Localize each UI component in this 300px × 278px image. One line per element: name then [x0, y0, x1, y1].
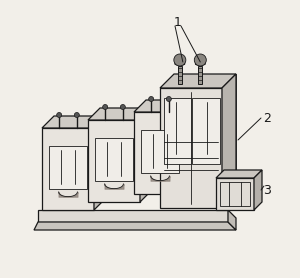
Polygon shape	[38, 210, 228, 222]
Polygon shape	[254, 170, 262, 210]
Polygon shape	[140, 108, 152, 202]
Polygon shape	[216, 170, 262, 178]
Bar	[95, 138, 133, 181]
Polygon shape	[196, 60, 205, 66]
Bar	[164, 98, 191, 164]
Bar	[192, 98, 220, 164]
Text: 2: 2	[263, 111, 271, 125]
Polygon shape	[160, 74, 236, 88]
Text: 1: 1	[174, 16, 182, 29]
Circle shape	[174, 54, 186, 66]
Bar	[220, 182, 250, 206]
Text: 3: 3	[263, 183, 271, 197]
Bar	[178, 66, 182, 84]
Polygon shape	[42, 116, 106, 128]
Circle shape	[149, 96, 154, 101]
Polygon shape	[88, 108, 152, 120]
Polygon shape	[175, 60, 185, 66]
Polygon shape	[222, 74, 236, 208]
Circle shape	[166, 96, 171, 101]
Polygon shape	[134, 112, 186, 194]
Polygon shape	[42, 128, 94, 210]
Bar	[198, 66, 202, 84]
Circle shape	[103, 105, 108, 110]
Polygon shape	[134, 100, 198, 112]
Polygon shape	[174, 74, 236, 194]
Polygon shape	[94, 116, 106, 210]
Circle shape	[57, 113, 62, 118]
Polygon shape	[186, 100, 198, 194]
Polygon shape	[34, 222, 236, 230]
Polygon shape	[228, 210, 236, 230]
Polygon shape	[88, 120, 140, 202]
Polygon shape	[146, 100, 198, 182]
Circle shape	[120, 105, 125, 110]
Polygon shape	[54, 116, 106, 198]
Polygon shape	[160, 88, 222, 208]
Bar	[49, 146, 87, 189]
Bar	[141, 130, 179, 173]
Polygon shape	[216, 178, 254, 210]
Circle shape	[194, 54, 206, 66]
Circle shape	[74, 113, 79, 118]
Polygon shape	[100, 108, 152, 190]
